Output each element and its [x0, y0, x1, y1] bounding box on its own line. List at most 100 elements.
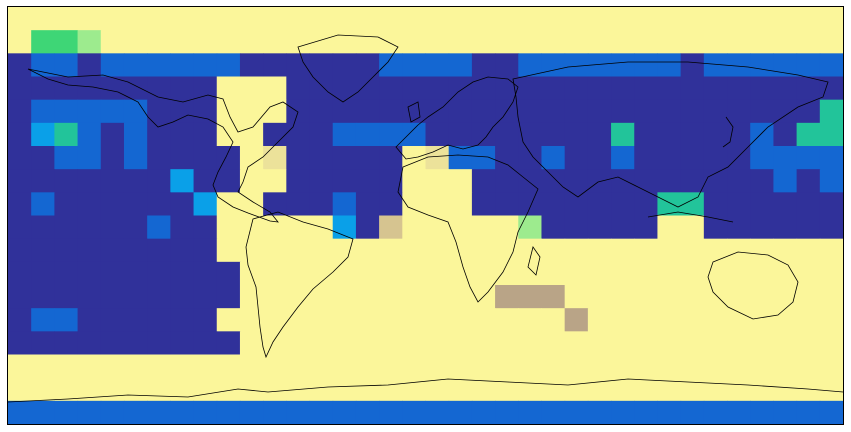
- map-cell: [727, 53, 751, 77]
- map-cell: [750, 169, 774, 193]
- map-cell: [564, 261, 589, 286]
- map-cell: [77, 7, 102, 31]
- map-cell: [727, 285, 751, 309]
- map-cell: [819, 146, 843, 170]
- map-cell: [587, 192, 612, 216]
- map-cell: [193, 308, 218, 332]
- map-cell: [750, 331, 774, 355]
- map-cell: [634, 146, 658, 170]
- map-cell: [495, 377, 519, 402]
- map-cell: [680, 7, 705, 31]
- map-cell: [750, 192, 774, 216]
- map-cell: [634, 192, 658, 216]
- map-cell: [31, 215, 55, 240]
- map-cell: [773, 53, 798, 77]
- map-cell: [239, 53, 264, 77]
- map-cell: [355, 53, 380, 77]
- map-cell: [239, 377, 264, 402]
- map-cell: [379, 354, 403, 379]
- map-cell: [216, 99, 241, 124]
- map-cell: [100, 215, 125, 240]
- map-cell: [587, 215, 612, 240]
- map-cell: [703, 169, 728, 193]
- map-cell: [703, 261, 728, 286]
- map-cell: [587, 30, 612, 54]
- map-cell: [587, 400, 612, 424]
- map-cell: [425, 99, 450, 124]
- map-cell: [402, 53, 426, 77]
- coastlines: [8, 34, 843, 403]
- map-cell: [8, 146, 32, 170]
- map-cell: [123, 30, 148, 54]
- map-cell: [193, 53, 218, 77]
- map-cell: [170, 215, 195, 240]
- map-cell: [657, 331, 682, 355]
- map-cell: [216, 30, 241, 54]
- map-cell: [263, 285, 287, 309]
- map-cell: [750, 215, 774, 240]
- map-cell: [819, 192, 843, 216]
- map-cell: [448, 146, 473, 170]
- map-cell: [425, 377, 450, 402]
- map-cell: [379, 7, 403, 31]
- map-cell: [263, 76, 287, 101]
- map-cell: [8, 169, 32, 193]
- map-cell: [448, 354, 473, 379]
- map-cell: [587, 146, 612, 170]
- map-cell: [703, 146, 728, 170]
- map-cell: [216, 308, 241, 332]
- coastline-indonesia: [647, 211, 734, 223]
- map-cell: [611, 215, 635, 240]
- map-cell: [634, 122, 658, 147]
- map-cell: [309, 146, 334, 170]
- map-cell: [634, 377, 658, 402]
- map-cell: [216, 331, 241, 355]
- map-cell: [471, 169, 496, 193]
- map-cell: [471, 377, 496, 402]
- map-cell: [170, 76, 195, 101]
- map-cell: [263, 308, 287, 332]
- map-cell: [819, 215, 843, 240]
- map-cell: [31, 308, 55, 332]
- map-cell: [216, 354, 241, 379]
- map-cell: [239, 76, 264, 101]
- map-cell: [309, 76, 334, 101]
- map-cell: [54, 7, 79, 31]
- map-cell: [425, 400, 450, 424]
- map-cell: [518, 53, 542, 77]
- map-cell: [587, 238, 612, 263]
- map-cell: [77, 308, 102, 332]
- map-cell: [77, 53, 102, 77]
- map-cell: [564, 285, 589, 309]
- map-cell: [541, 192, 566, 216]
- map-cell: [286, 99, 311, 124]
- map-cell: [541, 400, 566, 424]
- map-cell: [355, 122, 380, 147]
- map-cell: [309, 192, 334, 216]
- map-cell: [193, 285, 218, 309]
- map-cell: [263, 30, 287, 54]
- map-cell: [471, 331, 496, 355]
- map-cell: [123, 53, 148, 77]
- map-cell: [819, 400, 843, 424]
- map-cell: [193, 7, 218, 31]
- map-cell: [193, 169, 218, 193]
- map-cell: [147, 215, 171, 240]
- map-cell: [77, 76, 102, 101]
- map-cell: [309, 308, 334, 332]
- map-cell: [448, 331, 473, 355]
- map-cell: [471, 53, 496, 77]
- map-cell: [193, 377, 218, 402]
- map-cell: [796, 331, 821, 355]
- map-cell: [239, 99, 264, 124]
- map-cell: [286, 308, 311, 332]
- map-cell: [727, 261, 751, 286]
- map-cell: [147, 285, 171, 309]
- map-cell: [448, 238, 473, 263]
- map-cell: [727, 169, 751, 193]
- map-cell: [657, 261, 682, 286]
- map-cell: [239, 169, 264, 193]
- map-cell: [332, 7, 357, 31]
- map-cell: [100, 122, 125, 147]
- map-cell: [123, 261, 148, 286]
